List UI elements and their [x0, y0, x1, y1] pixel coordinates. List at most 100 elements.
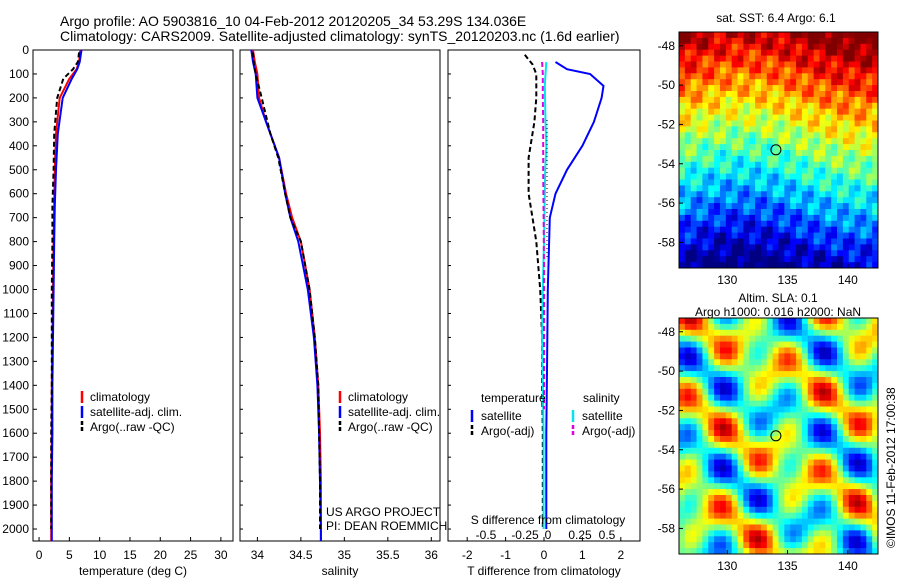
map-cell — [854, 179, 862, 186]
map-cell — [679, 73, 686, 80]
map-cell — [743, 220, 750, 228]
map-cell — [784, 459, 791, 467]
map-cell — [778, 441, 785, 449]
map-cell — [813, 477, 821, 484]
map-cell — [684, 518, 692, 526]
map-cell — [772, 495, 780, 502]
map-cell — [825, 347, 832, 354]
map-cell — [872, 73, 878, 80]
map-cell — [819, 359, 826, 366]
map-cell — [766, 167, 774, 175]
map-cell — [790, 542, 797, 549]
map-cell — [837, 114, 844, 122]
map-cell — [837, 335, 844, 343]
map-cell — [743, 161, 750, 169]
map-cell — [872, 506, 878, 514]
map-cell — [708, 108, 715, 116]
map-cell — [825, 126, 832, 133]
map-cell — [807, 506, 815, 514]
map-cell — [696, 209, 704, 216]
map-cell — [831, 447, 838, 455]
map-cell — [708, 548, 715, 554]
map-cell — [690, 483, 698, 490]
map-cell — [749, 132, 756, 139]
map-cell — [860, 256, 867, 263]
map-cell — [819, 214, 826, 222]
map-cell — [760, 471, 768, 478]
map-cell — [760, 465, 768, 472]
map-cell — [813, 61, 821, 68]
map-cell — [796, 214, 803, 222]
map-cell — [801, 335, 809, 343]
map-cell — [807, 203, 815, 210]
map-cell — [790, 430, 797, 437]
map-cell — [772, 32, 780, 39]
map-cell — [819, 406, 826, 413]
map-cell — [790, 91, 797, 98]
map-cell — [866, 524, 873, 531]
map-cell — [784, 138, 791, 145]
map-cell — [813, 471, 821, 478]
map-cell — [766, 424, 774, 431]
y-tick-label: 2000 — [2, 522, 29, 536]
map-cell — [690, 518, 698, 526]
map-cell — [755, 91, 762, 98]
map-cell — [866, 209, 873, 216]
map-cell — [731, 459, 739, 467]
map-cell — [842, 238, 850, 245]
map-cell — [702, 406, 709, 413]
map-cell — [813, 244, 821, 251]
map-cell — [719, 197, 727, 204]
map-cell — [766, 388, 774, 396]
map-cell — [737, 173, 744, 181]
map-cell — [860, 114, 867, 122]
map-cell — [714, 73, 721, 80]
x-tick-label: 5 — [66, 548, 73, 562]
map-cell — [854, 203, 862, 210]
map-cell — [807, 542, 815, 549]
map-cell — [831, 483, 838, 490]
map-cell — [719, 524, 727, 531]
map-cell — [778, 500, 785, 508]
map-cell — [842, 471, 850, 478]
map-cell — [831, 120, 838, 127]
map-cell — [825, 353, 832, 360]
map-cell — [866, 120, 873, 127]
map-cell — [690, 256, 698, 263]
map-cell — [731, 179, 739, 186]
map-cell — [825, 61, 832, 68]
map-cell — [766, 548, 774, 554]
map-cell — [702, 436, 709, 443]
map-cell — [842, 430, 850, 437]
map-cell — [755, 500, 762, 508]
map-cell — [801, 61, 809, 68]
map-cell — [696, 102, 704, 110]
map-cell — [807, 173, 815, 181]
map-cell — [719, 341, 727, 349]
map-cell — [696, 548, 704, 554]
map-cell — [842, 138, 850, 145]
map-cell — [690, 477, 698, 484]
map-cell — [854, 453, 862, 461]
map-cell — [702, 459, 709, 467]
map-cell — [860, 388, 867, 396]
map-cell — [837, 150, 844, 157]
map-cell — [801, 412, 809, 419]
map-cell — [725, 79, 733, 86]
map-cell — [848, 67, 856, 74]
map-cell — [749, 506, 756, 514]
map-cell — [778, 155, 785, 163]
map-cell — [684, 114, 692, 122]
map-cell — [807, 471, 815, 478]
map-cell — [679, 120, 686, 127]
map-cell — [819, 447, 826, 455]
map-cell — [725, 226, 733, 234]
map-cell — [772, 483, 780, 490]
map-cell — [837, 96, 844, 104]
map-cell — [837, 536, 844, 543]
map-cell — [755, 114, 762, 122]
map-cell — [755, 120, 762, 127]
map-cell — [702, 179, 709, 186]
map-cell — [854, 150, 862, 157]
map-cell — [690, 542, 698, 549]
